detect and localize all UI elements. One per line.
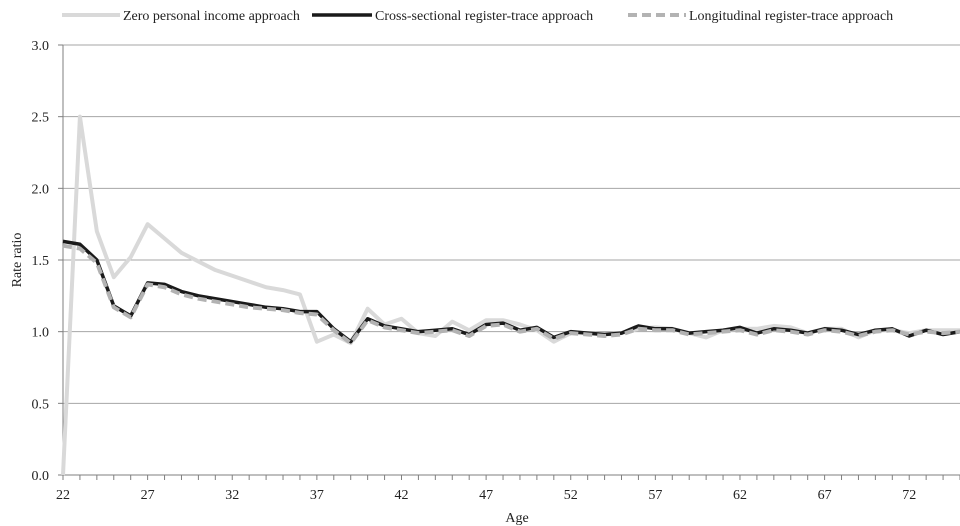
y-axis-ticks: 0.0 0.5 1.0 1.5 2.0 2.5 3.0 [32,39,63,484]
y-tick-label: 3.0 [32,39,50,54]
x-tick-label: 32 [225,488,239,503]
x-tick-label: 47 [479,488,493,503]
y-tick-label: 1.0 [32,326,50,341]
legend-label-1: Zero personal income approach [123,9,300,24]
x-tick-label: 52 [564,488,578,503]
y-tick-label: 1.5 [32,254,50,269]
y-tick-label: 2.0 [32,182,50,197]
legend-label-2: Cross-sectional register-trace approach [375,9,593,24]
gridlines [63,44,960,404]
series-line-3 [62,243,960,346]
y-tick-label: 2.5 [32,111,50,126]
y-axis-title: Rate ratio [10,233,25,288]
x-axis-ticks: 22 27 32 37 42 47 52 57 62 67 72 [56,475,960,503]
legend-label-3: Longitudinal register-trace approach [689,9,893,24]
series-layer [61,114,960,476]
y-tick-label: 0.0 [32,469,50,484]
x-tick-label: 57 [648,488,662,503]
x-tick-label: 67 [818,488,832,503]
x-tick-label: 37 [310,488,324,503]
y-tick-label: 0.5 [32,397,50,412]
x-tick-label: 22 [56,488,70,503]
x-tick-label: 42 [394,488,408,503]
x-tick-label: 27 [141,488,155,503]
legend: Zero personal income approach Cross-secti… [62,9,893,24]
x-tick-label: 72 [902,488,916,503]
x-tick-label: 62 [733,488,747,503]
x-axis-title: Age [505,511,528,526]
